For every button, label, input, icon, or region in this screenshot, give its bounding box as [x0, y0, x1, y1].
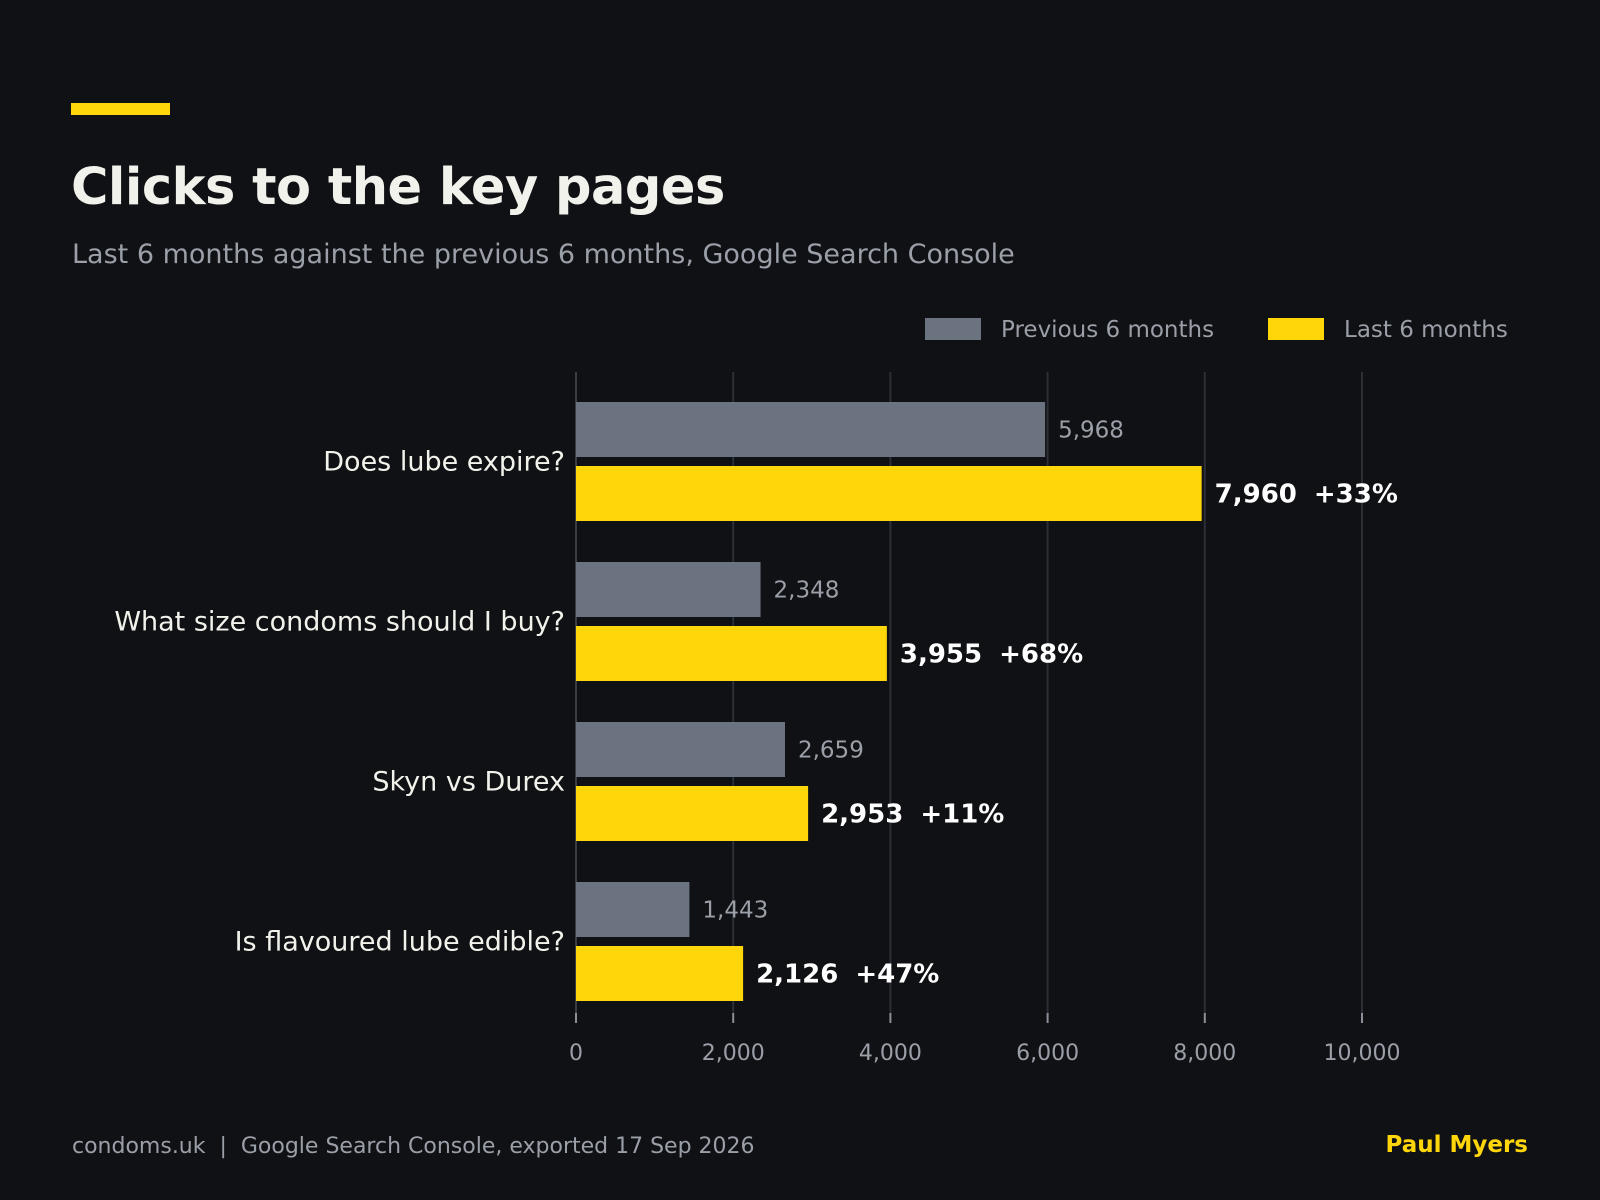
data-label-previous: 2,659 [798, 738, 864, 764]
category-label: Is flavoured lube edible? [235, 927, 565, 958]
bars: 5,968 7,960 +33% 2,348 3,955 +68% 2,659 2,953 +1… [576, 402, 1398, 1001]
category-label: What size condoms should I buy? [114, 607, 565, 638]
data-label-last: 3,955 +68% [900, 640, 1083, 670]
bar-last [576, 786, 809, 841]
legend-label: Last 6 months [1344, 317, 1508, 343]
change-label: +11% [920, 800, 1004, 830]
footer-source: condoms.uk | Google Search Console, expo… [72, 1134, 755, 1159]
change-label: +47% [855, 960, 939, 990]
legend-swatch [1268, 318, 1324, 340]
x-tick-label: 2,000 [702, 1041, 765, 1066]
x-tick-label: 0 [569, 1041, 583, 1066]
x-tick-label: 8,000 [1173, 1041, 1236, 1066]
footer-author: Paul Myers [1385, 1132, 1528, 1158]
legend-swatch [925, 318, 981, 340]
data-label-last: 2,953 +11% [821, 800, 1004, 830]
x-tick-label: 10,000 [1324, 1041, 1401, 1066]
bar-previous [576, 562, 761, 617]
page-subtitle: Last 6 months against the previous 6 mon… [72, 239, 1015, 270]
bar-previous [576, 882, 690, 937]
category-labels: Does lube expire? What size condoms shoul… [114, 447, 565, 958]
data-label-last: 7,960 +33% [1215, 480, 1398, 510]
bar-previous [576, 402, 1046, 457]
bar-last [576, 946, 744, 1001]
legend-label: Previous 6 months [1001, 317, 1214, 343]
category-label: Skyn vs Durex [372, 767, 565, 798]
change-label: +33% [1314, 480, 1398, 510]
bar-last [576, 626, 887, 681]
category-label: Does lube expire? [323, 447, 565, 478]
x-tick-label: 6,000 [1016, 1041, 1079, 1066]
data-label-previous: 1,443 [702, 898, 768, 924]
data-label-last: 2,126 +47% [756, 960, 939, 990]
bar-last [576, 466, 1202, 521]
x-axis: 0 2,000 4,000 6,000 8,000 10,000 [569, 1013, 1400, 1066]
accent-bar [71, 103, 170, 115]
page-title: Clicks to the key pages [71, 158, 725, 217]
bar-previous [576, 722, 785, 777]
change-label: +68% [999, 640, 1083, 670]
data-label-previous: 5,968 [1058, 418, 1124, 444]
legend: Previous 6 months Last 6 months [925, 317, 1508, 343]
x-tick-label: 4,000 [859, 1041, 922, 1066]
data-label-previous: 2,348 [774, 578, 840, 604]
